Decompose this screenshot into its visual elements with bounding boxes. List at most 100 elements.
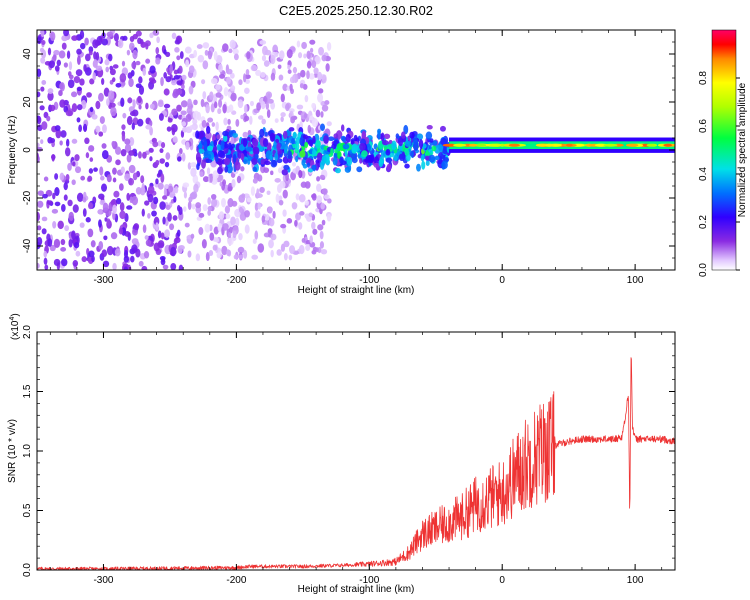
y-tick-label: 0.5 xyxy=(22,503,33,517)
heatmap-cell xyxy=(169,64,173,74)
heatmap-cell xyxy=(121,60,126,67)
heatmap-cell xyxy=(61,204,66,212)
heatmap-cell xyxy=(246,51,251,60)
heatmap-cell xyxy=(391,140,397,151)
heatmap-cell xyxy=(101,78,105,86)
snr-panel: -300 -200 -100 0 100 0.0 0.5 1.0 1.5 2.0 Height … xyxy=(7,313,676,595)
heatmap-cell xyxy=(227,237,234,246)
heatmap-cell xyxy=(346,156,353,166)
heatmap-cell xyxy=(221,197,226,208)
heatmap-cell xyxy=(156,36,160,44)
heatmap-cell xyxy=(249,115,253,125)
heatmap-cell xyxy=(291,202,298,210)
heatmap-cell xyxy=(98,131,104,137)
heatmap-cell xyxy=(286,218,293,224)
heatmap-cell xyxy=(187,201,192,210)
heatmap-cell xyxy=(68,238,73,248)
heatmap-cell xyxy=(292,66,298,74)
heatmap-cell xyxy=(199,132,204,139)
heatmap-cell xyxy=(142,67,147,76)
heatmap-cell xyxy=(210,77,218,85)
heatmap-cell xyxy=(198,227,204,236)
heatmap-cell xyxy=(321,104,329,112)
heatmap-cell xyxy=(102,124,107,134)
heatmap-cell xyxy=(330,147,334,156)
heatmap-cell xyxy=(319,174,326,180)
colorbar-tick-label: 0.2 xyxy=(698,215,709,229)
heatmap-cell xyxy=(58,50,66,59)
heatmap-cell xyxy=(341,136,347,143)
heatmap-cell xyxy=(120,97,125,108)
heatmap-cell xyxy=(228,104,234,113)
heatmap-cell xyxy=(179,51,184,59)
heatmap-cell xyxy=(138,260,144,267)
heatmap-cell xyxy=(37,262,40,269)
heatmap-cell xyxy=(222,43,229,52)
heatmap-cell xyxy=(131,122,135,131)
heatmap-cell xyxy=(300,69,306,78)
heatmap-line-blob xyxy=(663,143,672,147)
heatmap-cell xyxy=(192,118,198,125)
heatmap-cell xyxy=(264,49,272,56)
heatmap-cell xyxy=(431,145,437,152)
heatmap-cell xyxy=(188,196,193,203)
heatmap-cell xyxy=(235,217,240,228)
heatmap-cell xyxy=(49,244,56,252)
heatmap-cell xyxy=(308,139,313,147)
heatmap-cell xyxy=(113,32,119,42)
heatmap-cell xyxy=(82,123,88,132)
heatmap-cell xyxy=(182,182,190,188)
heatmap-cell xyxy=(74,154,80,162)
heatmap-cell xyxy=(203,140,208,151)
heatmap-cell xyxy=(132,33,138,40)
top-x-axis-label: Height of straight line (km) xyxy=(298,285,415,296)
heatmap-cell xyxy=(41,228,47,235)
heatmap-cell xyxy=(112,64,119,69)
heatmap-cell xyxy=(228,130,234,138)
heatmap-cell xyxy=(292,131,297,139)
heatmap-cell xyxy=(67,199,73,207)
heatmap-cell xyxy=(233,254,239,260)
heatmap-cell xyxy=(313,72,319,78)
heatmap-cell xyxy=(39,105,45,111)
heatmap-cell xyxy=(123,255,130,263)
heatmap-cell xyxy=(209,91,214,101)
heatmap-cell xyxy=(378,158,384,168)
heatmap-cell xyxy=(92,39,99,49)
heatmap-cell xyxy=(138,151,142,159)
heatmap-cell xyxy=(244,115,250,122)
heatmap-cell xyxy=(320,111,324,118)
heatmap-cell xyxy=(244,210,250,218)
heatmap-cell xyxy=(71,103,78,113)
heatmap-cell xyxy=(58,90,63,97)
heatmap-cell xyxy=(240,166,245,172)
heatmap-cell xyxy=(404,140,411,147)
heatmap-cell xyxy=(178,264,184,270)
top-x-axis: -300 -200 -100 0 100 xyxy=(49,30,663,286)
heatmap-cell xyxy=(295,155,299,163)
heatmap-cell xyxy=(324,100,330,106)
heatmap-cell xyxy=(217,149,225,158)
heatmap-cell xyxy=(76,55,81,66)
heatmap-cell xyxy=(87,228,94,238)
colorbar-label: Normalized spectral amplitude xyxy=(737,82,748,217)
heatmap-cell xyxy=(87,202,94,210)
heatmap-cell xyxy=(112,204,117,215)
heatmap-cell xyxy=(53,258,61,267)
heatmap-cell xyxy=(274,152,279,161)
heatmap-cell xyxy=(327,198,332,204)
heatmap-cell xyxy=(95,65,103,72)
heatmap-cell xyxy=(191,203,196,210)
heatmap-cell xyxy=(251,254,259,260)
heatmap-cell xyxy=(185,141,190,150)
heatmap-cell xyxy=(243,193,250,199)
heatmap-cell xyxy=(163,72,167,79)
heatmap-cell xyxy=(165,204,171,210)
heatmap-cell xyxy=(223,134,228,142)
heatmap-cell xyxy=(351,143,359,153)
y-scale-factor: (x104) xyxy=(9,313,21,340)
heatmap-cell xyxy=(295,193,300,201)
heatmap-cell xyxy=(311,102,316,109)
heatmap-cell xyxy=(344,166,351,173)
